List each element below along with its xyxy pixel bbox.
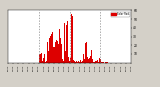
Legend: Solar Rad.: Solar Rad. [111,12,130,17]
